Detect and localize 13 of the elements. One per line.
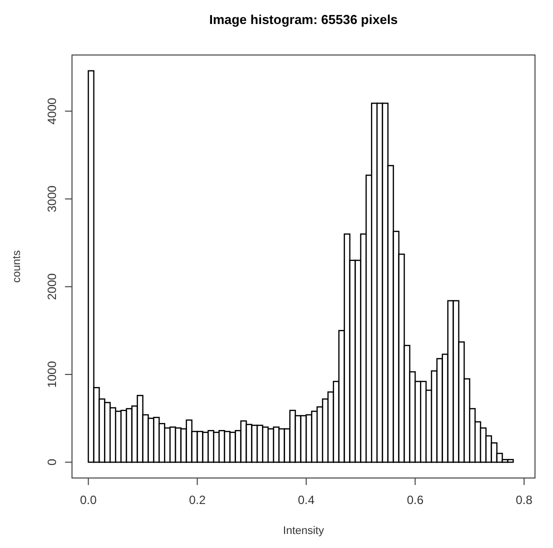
y-tick-label: 0 xyxy=(45,458,59,466)
y-tick-label: 2000 xyxy=(45,273,59,300)
x-tick-label: 0.4 xyxy=(298,493,315,507)
x-tick-label: 0.2 xyxy=(188,493,206,507)
x-axis-title: Intensity xyxy=(283,525,324,537)
x-tick-label: 0.8 xyxy=(516,493,533,507)
x-tick-label: 0.0 xyxy=(80,493,98,507)
chart-title: Image histogram: 65536 pixels xyxy=(209,12,398,27)
x-tick-label: 0.6 xyxy=(406,493,424,507)
y-axis-title: counts xyxy=(11,250,23,283)
y-tick-label: 3000 xyxy=(45,185,59,212)
y-tick-label: 1000 xyxy=(45,360,59,388)
y-tick-label: 4000 xyxy=(45,97,59,125)
